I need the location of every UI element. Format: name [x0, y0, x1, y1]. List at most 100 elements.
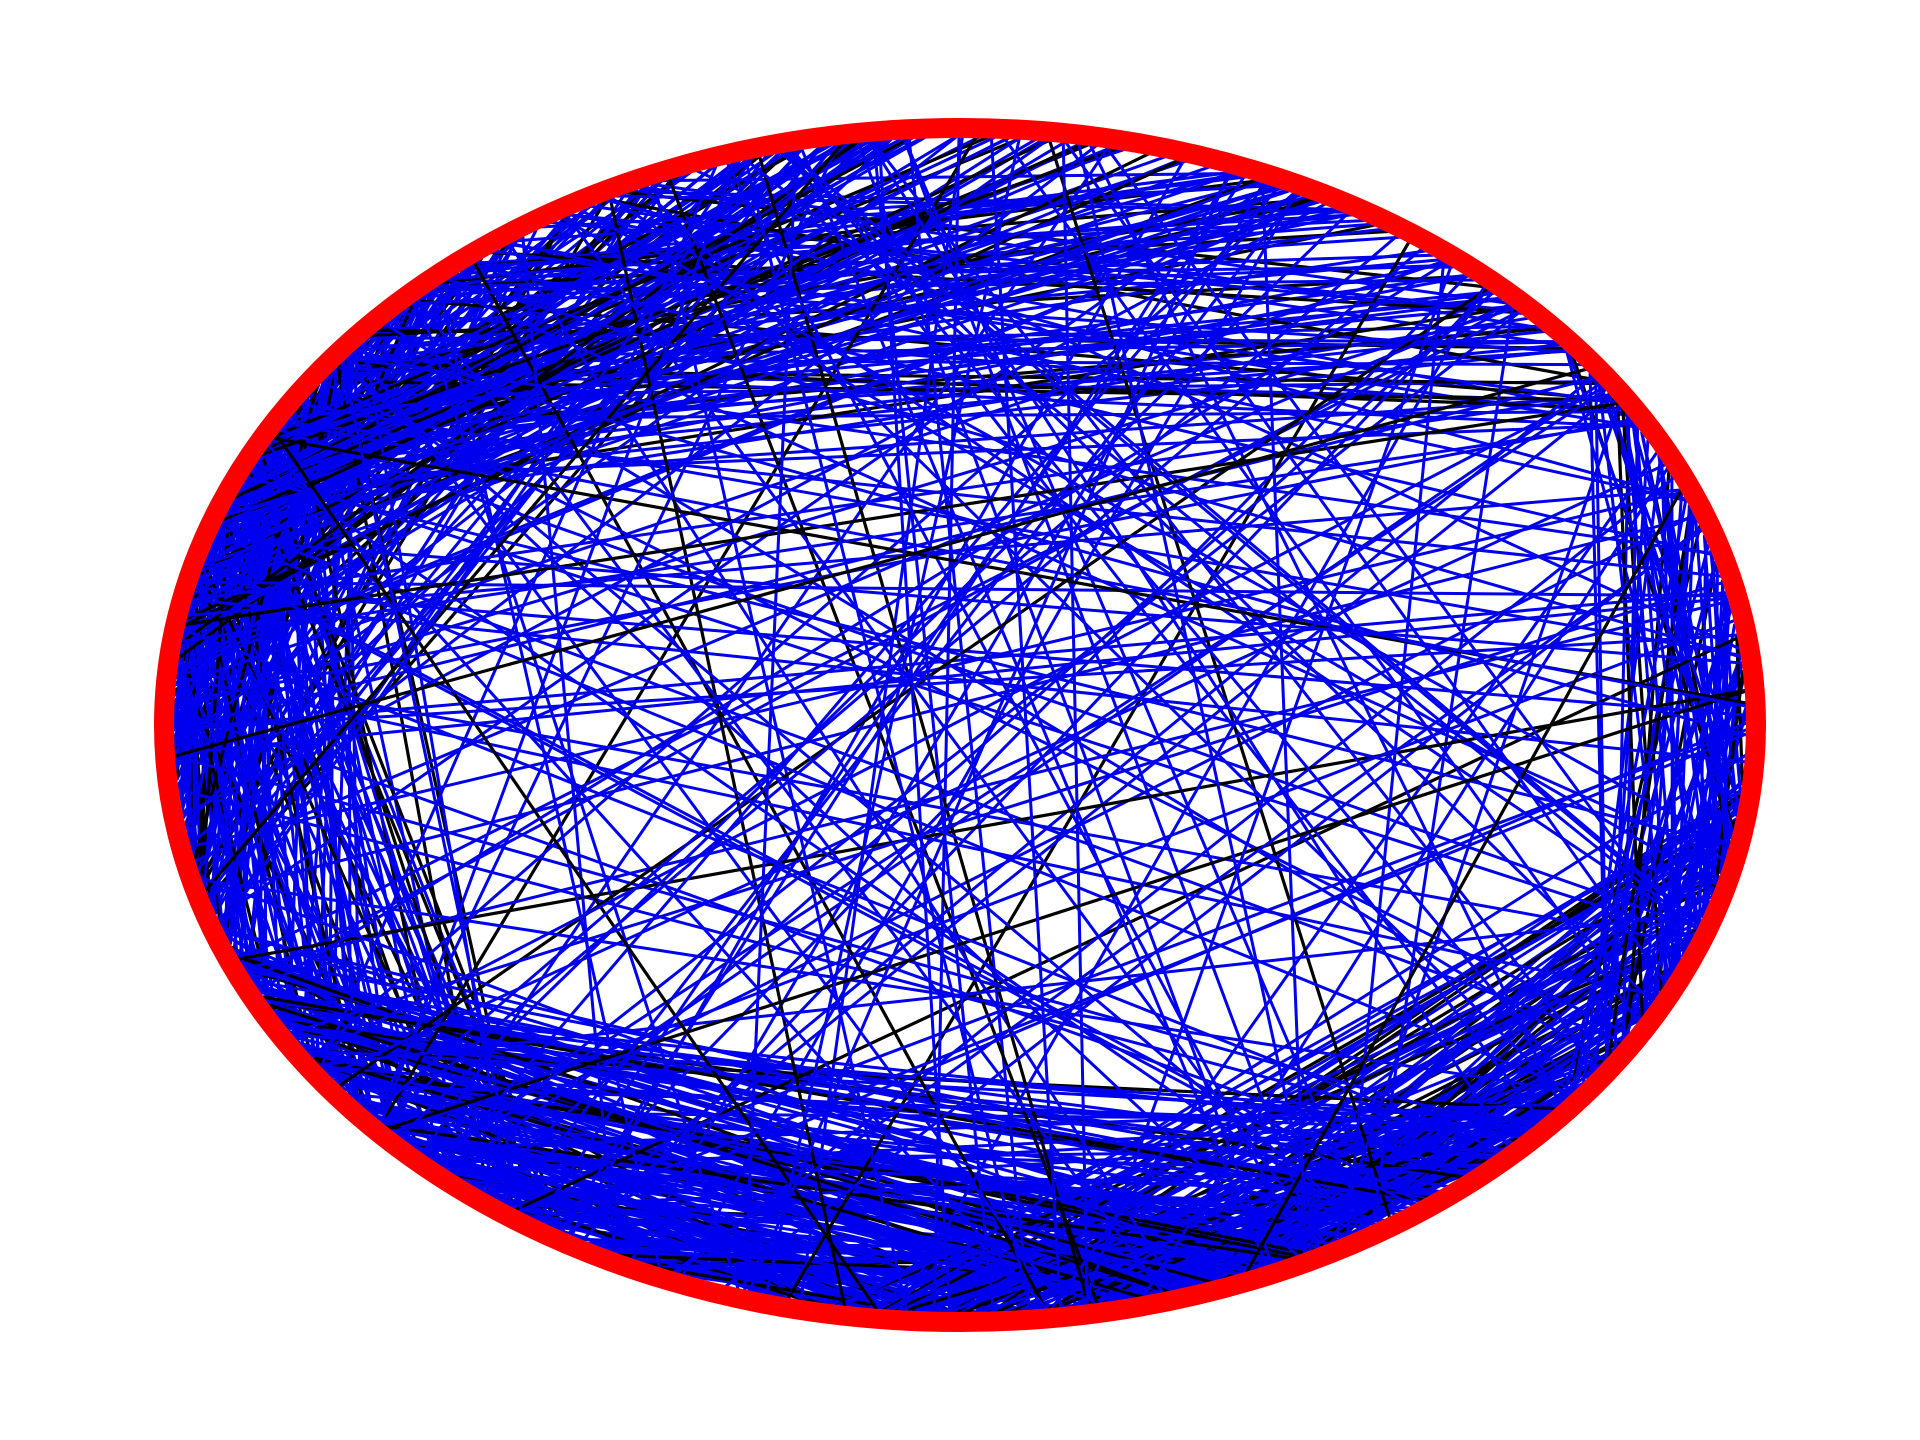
graph-edge [196, 142, 838, 871]
graph-edge [173, 596, 1729, 756]
graph-edge [379, 1120, 1172, 1294]
graph-edge [440, 185, 1280, 1169]
graph-edge [724, 526, 1703, 1288]
graph-edge [353, 348, 1748, 737]
graph-edge [271, 204, 593, 442]
graph-edge [249, 469, 1695, 938]
graph-edge [195, 199, 1318, 587]
graph-edge [177, 787, 1515, 1145]
graph-edge [224, 933, 808, 1304]
graph-edge [398, 212, 1350, 1139]
graph-edge [391, 619, 1736, 1134]
graph-edge [199, 875, 1254, 1273]
graph-edge [695, 169, 1741, 651]
graph-edge [214, 533, 1577, 1093]
graph-edge [414, 1102, 1563, 1151]
graph-edge [228, 165, 1211, 510]
graph-edge [877, 138, 952, 1315]
graph-edge [341, 359, 524, 1215]
graph-edge [1594, 377, 1609, 1061]
graph-edge [579, 208, 1731, 847]
graph-edge [379, 160, 737, 1125]
graph-edge [257, 261, 1448, 993]
graph-edge [217, 147, 1119, 531]
graph-edge [383, 322, 1607, 1062]
graph-edge [496, 728, 1748, 1202]
graph-edge [791, 149, 1578, 1092]
graph-edge [255, 460, 1371, 1229]
graph-edge [437, 283, 662, 1270]
graph-edge [180, 421, 1636, 643]
graph-edge [182, 628, 1504, 1153]
graph-edge [362, 340, 513, 1209]
graph-edge [183, 152, 1150, 627]
graph-edge [174, 139, 1049, 768]
graph-edge [320, 380, 1631, 1036]
graph-edge [1048, 139, 1392, 1220]
graph-edge [260, 147, 1119, 457]
graph-edge [507, 241, 1688, 502]
graph-edge [205, 515, 1697, 896]
graph-edge [897, 285, 1486, 1313]
graph-edge [216, 182, 1271, 921]
graph-edge [671, 528, 1704, 1274]
sparse-edges [172, 135, 1748, 1315]
graph-edge [176, 668, 1692, 945]
graph-edge [661, 172, 1235, 183]
graph-edge [410, 1145, 900, 1313]
graph-edge [172, 307, 1517, 711]
graph-edge [538, 274, 1469, 1224]
graph-edge [783, 150, 1655, 1005]
graph-edge [373, 142, 841, 1120]
graph-edge [225, 274, 1470, 514]
graph-edge [327, 463, 1667, 1077]
graph-edge [336, 1083, 1535, 1129]
graph-edge [513, 636, 1739, 1212]
graph-edge [310, 191, 1296, 1060]
graph-edge [492, 250, 1619, 404]
graph-edge [202, 193, 1303, 566]
graph-edge [237, 688, 1747, 961]
graph-edge [779, 151, 1701, 927]
graph-edge [186, 488, 1682, 617]
graph-edge [173, 135, 958, 748]
graph-edge [1061, 140, 1089, 1307]
graph-edge [426, 388, 1608, 1160]
graph-edge [275, 433, 879, 1312]
graph-edge [229, 136, 924, 507]
graph-edge [1064, 140, 1668, 985]
graph-edge [175, 199, 1319, 674]
graph-edge [1345, 260, 1446, 1239]
graph-edge [213, 136, 1009, 540]
graph-edge [604, 198, 1688, 501]
graph-edge [197, 142, 1084, 581]
graph-edge [1607, 505, 1692, 1059]
graph-edge [1244, 489, 1683, 1275]
graph-edge [274, 135, 990, 438]
graph-edge [872, 139, 995, 1314]
graph-edge [1674, 512, 1695, 969]
graph-edge [764, 137, 1021, 1297]
graph-edge [380, 247, 1424, 1125]
node-ring [154, 118, 1766, 1332]
graph-edge [309, 386, 1606, 1058]
graph-edge [327, 1074, 1404, 1213]
graph-edge [181, 202, 1327, 817]
graph-edge [902, 137, 1320, 1250]
graph-edge [1105, 145, 1692, 945]
graph-edge [236, 136, 996, 494]
graph-edge [172, 708, 1469, 1176]
graph-edge [757, 154, 1091, 1307]
graph-edge [200, 878, 1576, 1094]
graph-edge [565, 214, 1328, 1247]
graph-edge [188, 144, 1098, 846]
graph-edge [1582, 456, 1662, 1085]
graph-edge [609, 196, 1699, 931]
graph-edge [289, 581, 1725, 1035]
graph-edge [1261, 180, 1308, 1255]
graph-edge [507, 1163, 1484, 1208]
graph-edge [1077, 142, 1321, 1250]
graph-edge [743, 148, 798, 1292]
graph-edge [173, 367, 1588, 758]
